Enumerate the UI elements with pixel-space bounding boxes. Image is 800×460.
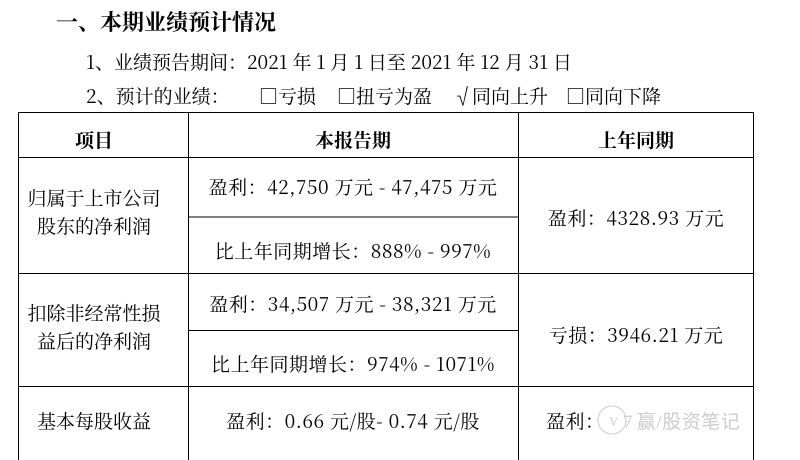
svg-text:V: V [609,414,619,429]
svg-text:赢/股资笔记: 赢/股资笔记 [637,411,740,433]
svg-text:7: 7 [623,412,633,433]
